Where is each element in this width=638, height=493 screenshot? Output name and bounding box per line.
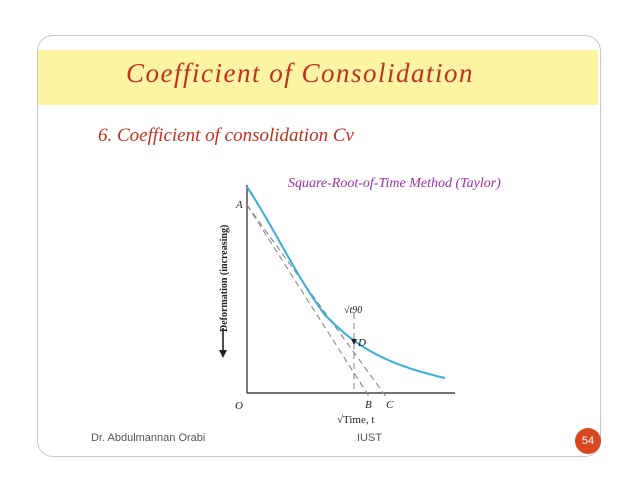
y-axis-label: Deformation (increasing) bbox=[219, 225, 230, 332]
slide-frame bbox=[37, 35, 601, 457]
point-d-marker bbox=[351, 339, 357, 345]
consolidation-figure: A O B C D √t90 √Time, t Deformation (inc… bbox=[219, 185, 455, 426]
point-a-label: A bbox=[235, 199, 243, 211]
method-label: Square-Root-of-Time Method (Taylor) bbox=[288, 176, 501, 191]
point-c-label: C bbox=[386, 399, 394, 411]
x-axis-label: √Time, t bbox=[337, 414, 374, 426]
subheading: 6. Coefficient of consolidation Cv bbox=[98, 125, 354, 146]
page-number-badge: 54 bbox=[575, 428, 601, 454]
slide-title: Coefficient of Consolidation bbox=[126, 58, 474, 88]
consolidation-curve bbox=[246, 186, 446, 379]
footer-author: Dr. Abdulmannan Orabi bbox=[91, 432, 206, 444]
t90-label: √t90 bbox=[344, 305, 362, 316]
point-o-label: O bbox=[235, 400, 243, 412]
footer-organization: IUST bbox=[357, 432, 383, 444]
point-b-label: B bbox=[365, 399, 372, 411]
initial-tangent-line bbox=[246, 204, 371, 399]
point-d-label: D bbox=[357, 337, 366, 349]
offset-line bbox=[246, 204, 388, 399]
y-axis-arrow-head bbox=[219, 350, 227, 358]
title-band bbox=[38, 50, 598, 105]
